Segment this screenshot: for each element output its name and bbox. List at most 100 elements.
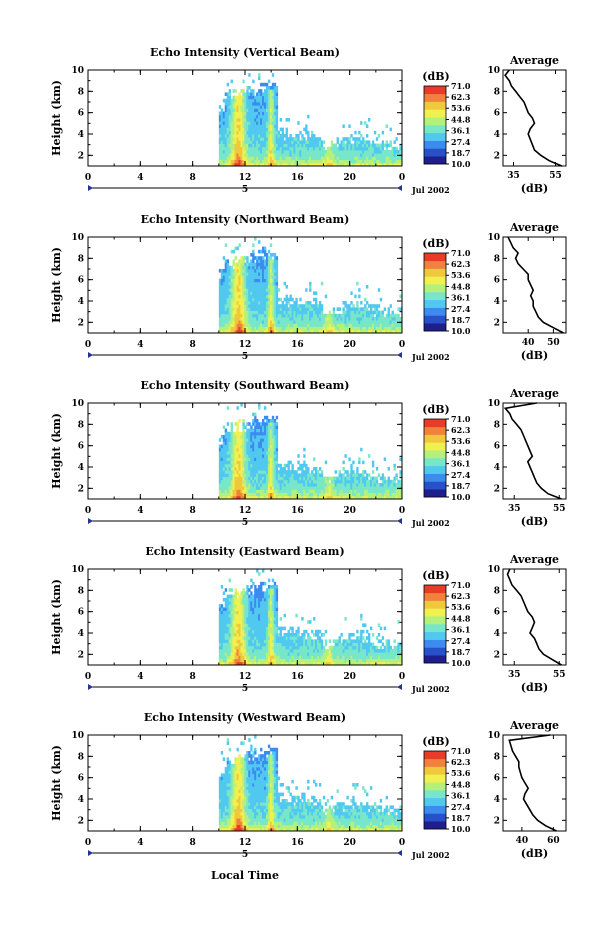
heatmap-cell [275,415,279,420]
heatmap-cell [350,150,353,154]
heatmap-cell [232,610,235,615]
heatmap-cell [232,460,235,465]
heatmap-cell [350,307,353,311]
heatmap-cell [260,121,263,125]
heatmap-cell [228,162,232,166]
heatmap-cell [256,114,259,119]
heatmap-cell [279,463,283,468]
heatmap-cell [263,156,267,160]
heatmap-cell [366,473,369,477]
heatmap-cell [267,323,271,327]
heatmap-cell [291,150,294,154]
heatmap-cell [271,310,275,315]
heatmap-cell [218,317,222,321]
heatmap-cell [218,278,222,283]
heatmap-cell [260,156,263,160]
heatmap-cell [246,108,249,112]
heatmap-cell [299,479,302,484]
heatmap-cell [250,118,253,122]
heatmap-cell [238,102,241,106]
heatmap-cell [256,150,259,154]
heatmap-cell [222,492,226,497]
heatmap-cell [273,146,277,151]
heatmap-cell [240,444,243,449]
heatmap-cell [234,114,237,119]
heatmap-cell [320,479,324,484]
heatmap-cell [228,642,232,647]
heatmap-cell [267,645,271,650]
heatmap-cell [362,140,365,144]
heatmap-cell [262,428,265,433]
heatmap-cell [324,479,328,484]
heatmap-cell [230,288,233,292]
heatmap-cell [248,483,251,487]
heatmap-cell [281,310,284,315]
heatmap-cell [232,658,235,663]
heatmap-cell [240,146,243,151]
heatmap-cell [248,127,251,132]
heatmap-cell [350,329,353,333]
heatmap-cell [305,301,308,305]
heatmap-cell [265,476,269,481]
heatmap-cell [226,406,230,410]
heatmap-cell [387,320,390,324]
heatmap-cell [228,578,232,583]
heatmap-cell [322,492,326,497]
heatmap-cell [226,457,230,461]
heatmap-cell [248,489,251,493]
heatmap-cell [275,153,279,157]
heatmap-cell [271,304,275,308]
heatmap-cell [252,320,255,324]
heatmap-cell [340,159,343,164]
heatmap-cell [387,159,390,164]
heatmap-cell [222,479,226,484]
heatmap-cell [338,159,341,164]
heatmap-cell [301,140,304,144]
heatmap-cell [238,617,241,621]
heatmap-cell [240,620,243,624]
heatmap-cell [258,269,261,273]
heatmap-cell [275,447,279,452]
heatmap-cell [332,326,336,331]
heatmap-cell [289,323,292,327]
heatmap-cell [226,121,230,125]
heatmap-cell [240,435,243,439]
heatmap-cell [262,476,265,481]
heatmap-cell [263,130,267,135]
heatmap-cell [271,626,275,631]
heatmap-cell [258,118,261,122]
heatmap-cell [230,272,233,276]
heatmap-cell [283,486,286,490]
heatmap-cell [256,272,259,276]
heatmap-cell [383,317,387,321]
heatmap-cell [275,150,279,154]
heatmap-cell [273,489,277,493]
heatmap-cell [248,607,251,611]
date-strip-start-marker [88,352,93,358]
heatmap-cell [242,297,245,302]
colorbar-swatch [424,125,446,134]
heatmap-cell [242,639,245,643]
heatmap-cell [224,102,228,106]
heatmap-cell [262,307,265,311]
heatmap-cell [218,438,222,442]
heatmap-cell [224,435,228,439]
heatmap-cell [269,269,273,273]
heatmap-cell [248,470,251,474]
heatmap-cell [220,124,224,128]
heatmap-cell [263,265,267,270]
heatmap-cell [316,320,320,324]
heatmap-cell [230,629,233,634]
heatmap-cell [367,153,371,157]
heatmap-cell [377,317,381,321]
heatmap-cell [364,486,367,490]
heatmap-cell [283,483,286,487]
heatmap-cell [244,447,247,452]
heatmap-cell [314,137,318,141]
heatmap-cell [301,463,304,468]
heatmap-cell [283,661,286,665]
heatmap-cell [260,604,263,608]
heatmap-cell [244,256,247,260]
heatmap-cell [275,121,279,125]
heatmap-cell [258,645,261,650]
